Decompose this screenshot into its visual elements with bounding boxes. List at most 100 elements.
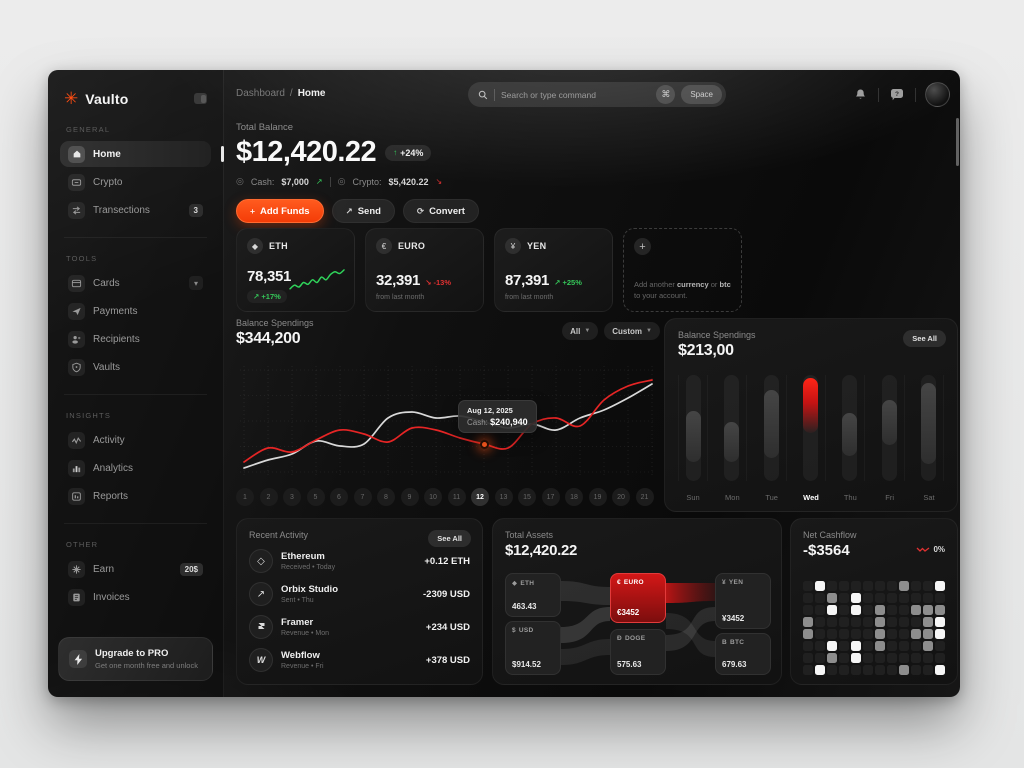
x-axis-pill[interactable]: 8 bbox=[377, 488, 395, 506]
heatmap-cell bbox=[887, 605, 897, 615]
user-avatar[interactable] bbox=[925, 82, 950, 107]
heatmap-cell bbox=[815, 581, 825, 591]
x-axis-pill[interactable]: 17 bbox=[541, 488, 560, 506]
x-axis-pill[interactable]: 7 bbox=[353, 488, 372, 506]
heatmap-cell bbox=[803, 629, 813, 639]
sidebar-item-analytics[interactable]: Analytics bbox=[60, 455, 211, 481]
activity-row-orbix[interactable]: ↗ Orbix Studio Sent • Thu -2309 USD bbox=[249, 582, 470, 606]
x-axis-pill[interactable]: 12 bbox=[471, 488, 489, 506]
scrollbar[interactable] bbox=[956, 118, 959, 166]
help-chat-icon[interactable]: ? bbox=[888, 86, 906, 104]
sidebar-item-cards[interactable]: Cards ▾ bbox=[60, 270, 211, 296]
asset-node-eth[interactable]: ◆ ETH 463.43 bbox=[505, 573, 561, 617]
recent-activity-title: Recent Activity bbox=[249, 530, 309, 540]
sidebar-item-transections[interactable]: Transections 3 bbox=[60, 197, 211, 223]
x-axis-pill[interactable]: 21 bbox=[635, 488, 654, 506]
activity-row-webflow[interactable]: W Webflow Revenue • Fri +378 USD bbox=[249, 648, 470, 672]
add-currency-card[interactable]: + Add another currency or btc to your ac… bbox=[623, 228, 742, 312]
x-axis-pill[interactable]: 19 bbox=[588, 488, 607, 506]
heatmap-cell bbox=[887, 593, 897, 603]
bar-track bbox=[724, 375, 740, 481]
asset-node-btc[interactable]: B BTC 679.63 bbox=[715, 633, 771, 675]
x-axis-pill[interactable]: 15 bbox=[518, 488, 536, 506]
bar[interactable] bbox=[881, 400, 897, 445]
activity-row-ethereum[interactable]: ◇ Ethereum Received • Today +0.12 ETH bbox=[249, 549, 470, 573]
currency-cards-row: ◆ ETH 78,351 ↗ +17% € EURO 32,391 ↘ -13% f… bbox=[236, 228, 742, 312]
sidebar-item-activity[interactable]: Activity bbox=[60, 427, 211, 453]
sidebar-item-home[interactable]: Home bbox=[60, 141, 224, 167]
activity-row-framer[interactable]: Framer Revenue • Mon +234 USD bbox=[249, 615, 470, 639]
currency-card-yen[interactable]: ¥ YEN 87,391 ↗ +25% from last month bbox=[494, 228, 613, 312]
x-axis-pill[interactable]: 6 bbox=[330, 488, 348, 506]
active-indicator bbox=[221, 146, 224, 162]
x-axis-pill[interactable]: 1 bbox=[236, 488, 254, 506]
x-axis-pill[interactable]: 5 bbox=[306, 488, 325, 506]
sidebar-item-payments[interactable]: Payments bbox=[60, 298, 211, 324]
heatmap-cell bbox=[863, 629, 873, 639]
doge-icon: Ð bbox=[617, 635, 622, 642]
send-button[interactable]: ↗ Send bbox=[331, 199, 395, 223]
heatmap-cell bbox=[827, 617, 837, 627]
bar[interactable] bbox=[920, 383, 936, 465]
filter-custom-dropdown[interactable]: Custom ▼ bbox=[604, 322, 660, 340]
upgrade-pro-card[interactable]: Upgrade to PRO Get one month free and un… bbox=[58, 637, 213, 681]
currency-card-eth[interactable]: ◆ ETH 78,351 ↗ +17% bbox=[236, 228, 355, 312]
x-axis-pill[interactable]: 2 bbox=[259, 488, 278, 506]
heatmap-cell bbox=[827, 629, 837, 639]
asset-node-doge[interactable]: Ð DOGE 575.63 bbox=[610, 629, 666, 675]
x-axis-pill[interactable]: 11 bbox=[447, 488, 466, 506]
x-axis-pill[interactable]: 10 bbox=[424, 488, 442, 506]
yen-icon: ¥ bbox=[722, 579, 726, 586]
bar[interactable] bbox=[802, 378, 818, 434]
heatmap-cell bbox=[803, 593, 813, 603]
day-label: Mon bbox=[725, 493, 740, 502]
bar[interactable] bbox=[685, 411, 701, 462]
bar[interactable] bbox=[724, 421, 740, 462]
currency-card-euro[interactable]: € EURO 32,391 ↘ -13% from last month bbox=[365, 228, 484, 312]
activity-icon bbox=[68, 431, 85, 449]
breadcrumb-home: Home bbox=[297, 88, 326, 99]
heatmap-cell bbox=[887, 617, 897, 627]
x-axis-pill[interactable]: 13 bbox=[494, 488, 513, 506]
filter-all-dropdown[interactable]: All ▼ bbox=[562, 322, 599, 340]
sidebar-item-crypto[interactable]: Crypto bbox=[60, 169, 211, 195]
sidebar-item-vaults[interactable]: Vaults bbox=[60, 354, 211, 380]
heatmap-cell bbox=[911, 617, 921, 627]
bar-track bbox=[685, 375, 701, 481]
bar-column bbox=[835, 375, 865, 481]
x-axis-pill[interactable]: 9 bbox=[400, 488, 419, 506]
euro-note: from last month bbox=[376, 294, 425, 301]
asset-node-yen[interactable]: ¥ YEN ¥3452 bbox=[715, 573, 771, 629]
heatmap-cell bbox=[815, 653, 825, 663]
divider bbox=[878, 87, 879, 102]
search-input[interactable] bbox=[501, 89, 651, 100]
sidebar-item-invoices[interactable]: Invoices bbox=[60, 584, 211, 610]
convert-button[interactable]: ⟳ Convert bbox=[402, 199, 479, 223]
sidebar-item-recipients[interactable]: Recipients bbox=[60, 326, 211, 352]
asset-node-usd[interactable]: $ USD $914.52 bbox=[505, 621, 561, 675]
earn-badge: 20$ bbox=[179, 562, 203, 576]
bar[interactable] bbox=[842, 413, 858, 456]
heatmap-cell bbox=[935, 629, 945, 639]
chevron-down-icon: ▼ bbox=[646, 328, 652, 334]
chevron-down-icon[interactable]: ▾ bbox=[189, 276, 203, 290]
search-bar[interactable]: ⌘ Space bbox=[468, 82, 726, 107]
sidebar-item-earn[interactable]: Earn 20$ bbox=[60, 556, 211, 582]
notifications-bell-icon[interactable] bbox=[851, 86, 869, 104]
asset-node-euro[interactable]: € EURO €3452 bbox=[610, 573, 666, 623]
sidebar-collapse-icon[interactable] bbox=[194, 93, 207, 104]
add-funds-button[interactable]: + Add Funds bbox=[236, 199, 324, 223]
sidebar-item-reports[interactable]: Reports bbox=[60, 483, 211, 509]
see-all-button[interactable]: See All bbox=[903, 330, 946, 347]
x-axis-pill[interactable]: 18 bbox=[565, 488, 583, 506]
analytics-icon bbox=[68, 459, 85, 477]
see-all-button[interactable]: See All bbox=[428, 530, 471, 547]
x-axis-pill[interactable]: 3 bbox=[283, 488, 301, 506]
bar[interactable] bbox=[763, 389, 779, 458]
apps-grid-icon[interactable] bbox=[824, 86, 842, 104]
eth-value: 78,351 bbox=[247, 268, 292, 285]
x-axis-pill[interactable]: 20 bbox=[612, 488, 630, 506]
breadcrumb-dashboard[interactable]: Dashboard bbox=[236, 88, 285, 99]
bar-track bbox=[802, 375, 818, 481]
heatmap-cell bbox=[827, 581, 837, 591]
